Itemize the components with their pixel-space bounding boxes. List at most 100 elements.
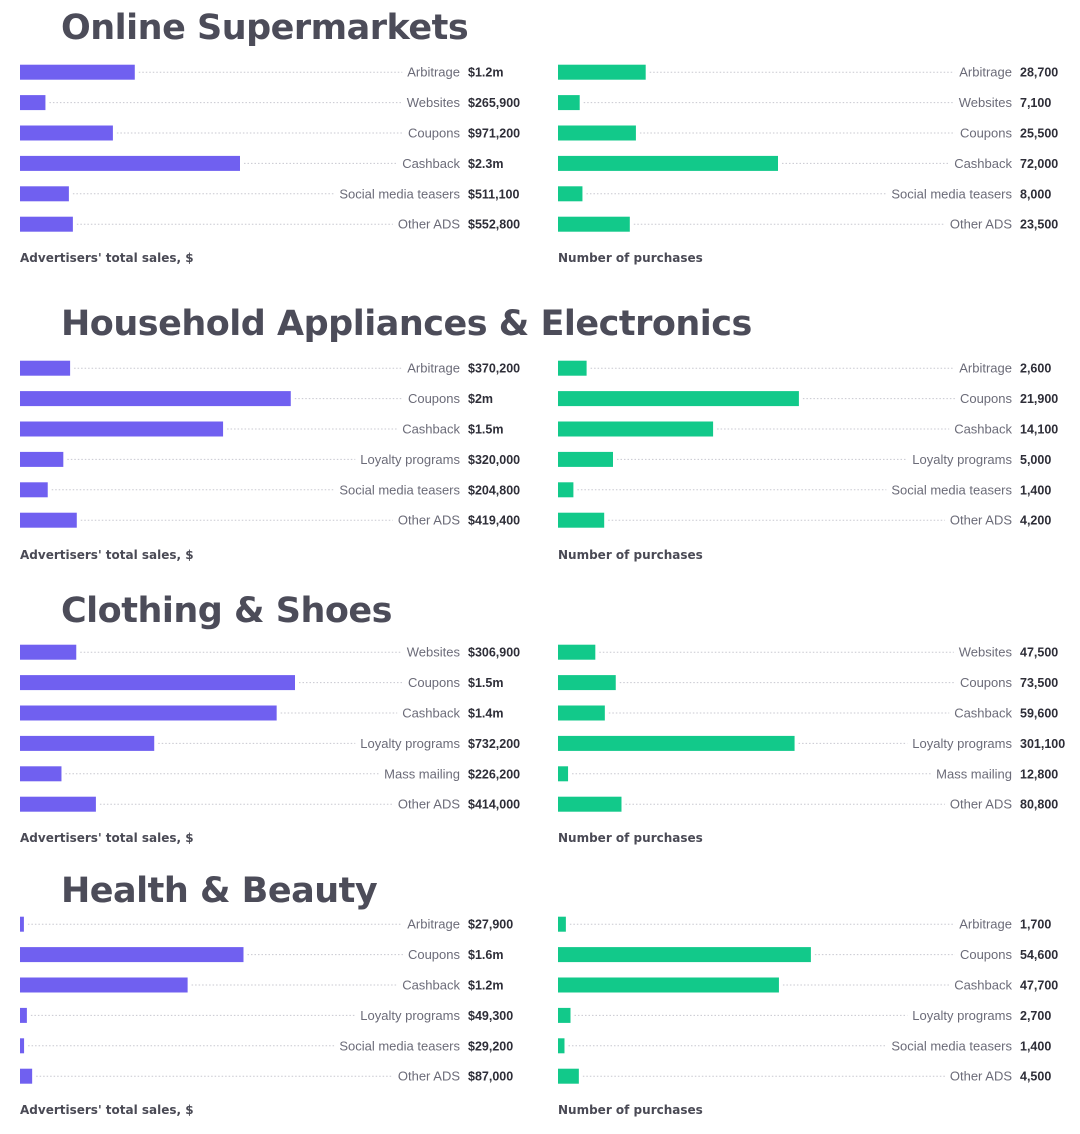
- bar: [558, 1038, 565, 1054]
- value-label: 4,200: [1020, 514, 1051, 528]
- x-axis-title-sales: Advertisers' total sales, $: [20, 251, 194, 265]
- bar-row: Social media teasers $204,800: [20, 482, 520, 498]
- bar: [558, 421, 714, 437]
- bar: [558, 947, 811, 963]
- bar-row: Other ADS $552,800: [20, 216, 520, 232]
- bar: [558, 675, 616, 691]
- category-label: Other ADS: [398, 217, 460, 232]
- bar-row: Arbitrage $27,900: [20, 916, 513, 932]
- value-label: $971,200: [468, 127, 520, 141]
- bar-row: Cashback 47,700: [558, 977, 1058, 993]
- value-label: 21,900: [1020, 392, 1058, 406]
- value-label: $29,200: [468, 1039, 513, 1053]
- bar: [20, 451, 64, 467]
- category-label: Loyalty programs: [360, 452, 460, 467]
- bar-row: Arbitrage $1.2m: [20, 64, 503, 80]
- value-label: 25,500: [1020, 127, 1058, 141]
- value-label: 2,600: [1020, 362, 1051, 376]
- bar-row: Loyalty programs 2,700: [558, 1007, 1051, 1023]
- x-axis-title-sales: Advertisers' total sales, $: [20, 831, 194, 845]
- bar: [20, 421, 224, 437]
- bar-row: Websites 7,100: [558, 95, 1051, 111]
- section-title: Household Appliances & Electronics: [61, 304, 752, 344]
- bar-row: Websites 47,500: [558, 644, 1058, 660]
- category-label: Websites: [959, 95, 1013, 110]
- section-title: Health & Beauty: [61, 871, 378, 911]
- value-label: $87,000: [468, 1070, 513, 1084]
- chart-clothing-purchases: Websites 47,500 Coupons 73,500 Cashback 59,60…: [558, 637, 1065, 819]
- bar-chart-svg: Arbitrage 28,700 Websites 7,100 Coupons 25,50…: [558, 64, 1058, 232]
- bar-row: Cashback 59,600: [558, 705, 1058, 721]
- bar-row: Arbitrage 28,700: [558, 64, 1058, 80]
- category-label: Arbitrage: [407, 917, 460, 932]
- category-label: Social media teasers: [339, 186, 460, 201]
- section-title: Clothing & Shoes: [61, 591, 392, 631]
- bar: [558, 125, 636, 141]
- x-axis-title-purchases: Number of purchases: [558, 251, 703, 265]
- category-label: Coupons: [960, 126, 1013, 141]
- value-label: 72,000: [1020, 157, 1058, 171]
- value-label: 73,500: [1020, 676, 1058, 690]
- category-label: Loyalty programs: [360, 736, 460, 751]
- bar: [558, 64, 646, 80]
- value-label: 54,600: [1020, 948, 1058, 962]
- value-label: 47,500: [1020, 646, 1058, 660]
- value-label: 80,800: [1020, 798, 1058, 812]
- bar: [558, 512, 605, 528]
- category-label: Arbitrage: [959, 361, 1012, 376]
- value-label: 1,700: [1020, 918, 1051, 932]
- value-label: $511,100: [468, 187, 519, 201]
- value-label: $1.5m: [468, 423, 503, 437]
- bar: [20, 796, 96, 812]
- bar: [558, 766, 569, 782]
- bar: [558, 1007, 571, 1023]
- bar-row: Other ADS $87,000: [20, 1068, 513, 1084]
- value-label: $306,900: [468, 646, 520, 660]
- bar-row: Coupons 73,500: [558, 675, 1058, 691]
- bar-row: Cashback 72,000: [558, 155, 1058, 171]
- value-label: 1,400: [1020, 483, 1051, 497]
- chart-online-supermarkets-sales: Arbitrage $1.2m Websites $265,900 Coupons $97…: [20, 57, 525, 239]
- category-label: Arbitrage: [959, 65, 1012, 80]
- value-label: 23,500: [1020, 218, 1058, 232]
- bar: [558, 916, 566, 932]
- bar: [558, 360, 587, 376]
- value-label: 301,100: [1020, 737, 1065, 751]
- bar: [558, 705, 605, 721]
- bar: [20, 186, 69, 202]
- bar: [20, 1068, 33, 1084]
- bar: [20, 64, 135, 80]
- category-label: Websites: [407, 95, 461, 110]
- bar-row: Cashback $1.5m: [20, 421, 503, 437]
- bar: [20, 1038, 25, 1054]
- category-label: Other ADS: [398, 513, 460, 528]
- chart-household-purchases: Arbitrage 2,600 Coupons 21,900 Cashback 14,10…: [558, 353, 1063, 535]
- bar-row: Arbitrage 2,600: [558, 360, 1051, 376]
- category-label: Loyalty programs: [912, 1008, 1012, 1023]
- category-label: Social media teasers: [339, 482, 460, 497]
- bar-row: Websites $306,900: [20, 644, 520, 660]
- bar-row: Cashback 14,100: [558, 421, 1058, 437]
- value-label: $27,900: [468, 918, 513, 932]
- bar-chart-svg: Arbitrage $370,200 Coupons $2m Cashback $1.5m…: [20, 360, 520, 528]
- category-label: Cashback: [954, 422, 1012, 437]
- bar-row: Loyalty programs $732,200: [20, 735, 520, 751]
- bar-row: Other ADS 23,500: [558, 216, 1058, 232]
- bar-row: Other ADS 4,200: [558, 512, 1051, 528]
- x-axis-title-sales: Advertisers' total sales, $: [20, 1103, 194, 1117]
- category-label: Social media teasers: [891, 186, 1012, 201]
- bar-row: Coupons 25,500: [558, 125, 1058, 141]
- category-label: Websites: [407, 645, 461, 660]
- bar-row: Other ADS 4,500: [558, 1068, 1051, 1084]
- value-label: 2,700: [1020, 1009, 1051, 1023]
- bar: [20, 735, 155, 751]
- value-label: 7,100: [1020, 96, 1051, 110]
- bar-row: Other ADS $419,400: [20, 512, 520, 528]
- category-label: Arbitrage: [959, 917, 1012, 932]
- category-label: Other ADS: [950, 797, 1012, 812]
- bar: [558, 482, 574, 498]
- value-label: $2.3m: [468, 157, 503, 171]
- bar-row: Social media teasers 8,000: [558, 186, 1051, 202]
- value-label: 47,700: [1020, 979, 1058, 993]
- category-label: Cashback: [402, 706, 460, 721]
